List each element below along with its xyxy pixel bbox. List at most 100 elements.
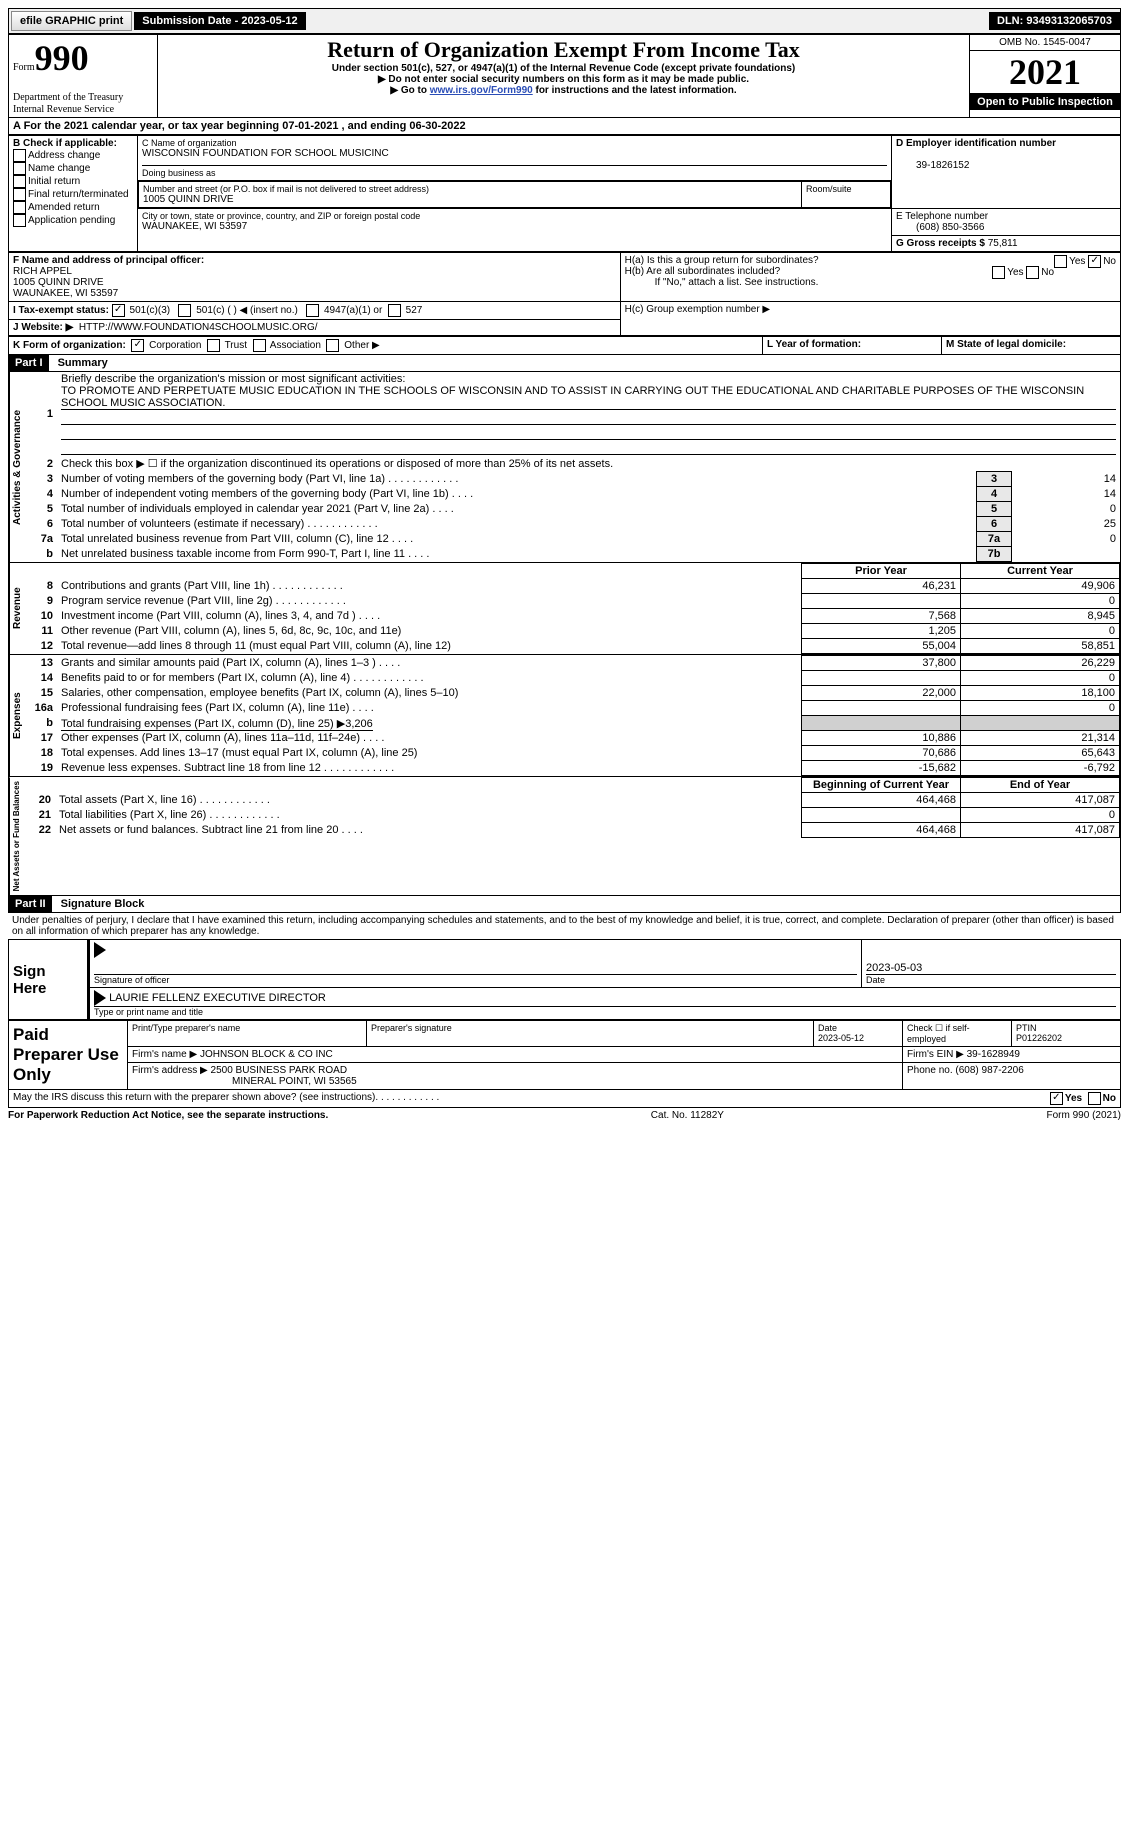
checkbox-hb-yes[interactable] [992, 266, 1005, 279]
footer-right: Form 990 (2021) [1047, 1110, 1121, 1121]
line-8-current: 49,906 [961, 579, 1120, 594]
discuss-yes: Yes [1065, 1094, 1082, 1105]
checkbox-assoc[interactable] [253, 339, 266, 352]
opt-527: 527 [406, 305, 423, 316]
line-10-text: Investment income (Part VIII, column (A)… [61, 610, 356, 622]
box-m-label: M State of legal domicile: [946, 339, 1066, 350]
checkbox-application-pending[interactable] [13, 214, 26, 227]
line-3-value: 14 [1012, 472, 1121, 487]
firm-addr-label: Firm's address ▶ [132, 1065, 208, 1076]
checkbox-amended-return[interactable] [13, 201, 26, 214]
perjury-declaration: Under penalties of perjury, I declare th… [8, 913, 1121, 939]
checkbox-address-change[interactable] [13, 149, 26, 162]
checkbox-initial-return[interactable] [13, 175, 26, 188]
checkbox-ha-no[interactable]: ✓ [1088, 255, 1101, 268]
dots: . . . . . . . . . . . . [350, 672, 423, 684]
checkbox-hb-no[interactable] [1026, 266, 1039, 279]
dln: DLN: 93493132065703 [989, 12, 1120, 30]
dba-label: Doing business as [142, 168, 216, 178]
line-13-current: 26,229 [961, 656, 1120, 671]
expenses-section: Expenses 13Grants and similar amounts pa… [8, 655, 1121, 777]
line-17-prior: 10,886 [802, 731, 961, 746]
sign-date: 2023-05-03 [866, 962, 922, 974]
line-a-text: A For the 2021 calendar year, or tax yea… [13, 120, 282, 132]
opt-4947: 4947(a)(1) or [324, 305, 382, 316]
line-11-prior: 1,205 [802, 624, 961, 639]
signature-label: Signature of officer [94, 975, 857, 985]
opt-other: Other ▶ [344, 340, 379, 351]
hdr-prior-year: Prior Year [802, 564, 961, 579]
checkbox-4947[interactable] [306, 304, 319, 317]
line-11-text: Other revenue (Part VIII, column (A), li… [61, 625, 401, 637]
part2-header: Part II Signature Block [8, 896, 1121, 913]
preparer-name-label: Print/Type preparer's name [128, 1021, 367, 1047]
form-990: 990 [35, 38, 89, 78]
checkbox-discuss-yes[interactable]: ✓ [1050, 1092, 1063, 1105]
phone-value: (608) 850-3566 [896, 222, 984, 233]
tax-year-end: 06-30-2022 [409, 120, 465, 132]
box-f-label: F Name and address of principal officer: [13, 255, 204, 266]
line-3-text: Number of voting members of the governin… [61, 473, 385, 485]
ha-yes: Yes [1069, 256, 1085, 267]
ein-value: 39-1826152 [896, 160, 969, 171]
website-value: HTTP://WWW.FOUNDATION4SCHOOLMUSIC.ORG/ [79, 322, 318, 333]
line-14-current: 0 [961, 671, 1120, 686]
checkbox-501c[interactable] [178, 304, 191, 317]
line-19-text: Revenue less expenses. Subtract line 18 … [61, 762, 321, 774]
discuss-text: May the IRS discuss this return with the… [13, 1092, 375, 1105]
hb-no: No [1041, 267, 1054, 278]
city-label: City or town, state or province, country… [142, 211, 420, 221]
checkbox-trust[interactable] [207, 339, 220, 352]
form-subtitle-2: ▶ Do not enter social security numbers o… [162, 74, 965, 85]
box-j-label: J Website: ▶ [13, 322, 73, 333]
part1-tab: Part I [9, 355, 49, 371]
form-label: Form [13, 62, 35, 73]
checkbox-501c3[interactable]: ✓ [112, 304, 125, 317]
checkbox-other[interactable] [326, 339, 339, 352]
dots: . . . . . . . . . . . . [375, 1092, 439, 1105]
checkbox-discuss-no[interactable] [1088, 1092, 1101, 1105]
box-e-label: E Telephone number [896, 211, 988, 222]
signature-arrow-icon-2 [94, 990, 106, 1006]
line-17-current: 21,314 [961, 731, 1120, 746]
line-16b-prior-shaded [802, 716, 961, 731]
street-address: 1005 QUINN DRIVE [143, 194, 234, 205]
tax-year-begin: 07-01-2021 [282, 120, 338, 132]
officer-addr1: 1005 QUINN DRIVE [13, 277, 104, 288]
city-state-zip: WAUNAKEE, WI 53597 [142, 221, 247, 232]
checkbox-ha-yes[interactable] [1054, 255, 1067, 268]
line-7a-text: Total unrelated business revenue from Pa… [61, 533, 389, 545]
line-2: Check this box ▶ ☐ if the organization d… [57, 456, 1120, 472]
dots: . . . . [356, 610, 380, 622]
line-17-text: Other expenses (Part IX, column (A), lin… [61, 732, 360, 744]
revenue-section: Revenue Prior Year Current Year 8Contrib… [8, 563, 1121, 655]
checkbox-final-return[interactable] [13, 188, 26, 201]
form-subtitle-1: Under section 501(c), 527, or 4947(a)(1)… [162, 63, 965, 74]
opt-initial-return: Initial return [28, 176, 80, 187]
dots: . . . . [338, 824, 362, 836]
checkbox-name-change[interactable] [13, 162, 26, 175]
line-16b-text: Total fundraising expenses (Part IX, col… [61, 718, 345, 730]
efile-print-button[interactable]: efile GRAPHIC print [11, 11, 132, 31]
dots: . . . . [360, 732, 384, 744]
line-8-prior: 46,231 [802, 579, 961, 594]
line-20-prior: 464,468 [802, 793, 961, 808]
line-a-text2: , and ending [338, 120, 409, 132]
line-7a-value: 0 [1012, 532, 1121, 547]
signature-arrow-icon [94, 942, 106, 958]
box-b-label: B Check if applicable: [13, 138, 117, 149]
line-7b-text: Net unrelated business taxable income fr… [61, 548, 405, 560]
irs-link[interactable]: www.irs.gov/Form990 [430, 85, 533, 96]
submission-date: Submission Date - 2023-05-12 [134, 12, 305, 30]
dots: . . . . [349, 702, 373, 714]
part2-title: Signature Block [61, 898, 145, 910]
dots: . . . . . . . . . . . . [197, 794, 270, 806]
officer-name-title: LAURIE FELLENZ EXECUTIVE DIRECTOR [109, 992, 326, 1004]
dots: . . . . . . . . . . . . [304, 518, 377, 530]
checkbox-527[interactable] [388, 304, 401, 317]
checkbox-corp[interactable]: ✓ [131, 339, 144, 352]
opt-501c: 501(c) ( ) ◀ (insert no.) [196, 305, 298, 316]
box-l-label: L Year of formation: [767, 339, 861, 350]
open-inspection: Open to Public Inspection [970, 94, 1120, 110]
opt-trust: Trust [225, 340, 247, 351]
